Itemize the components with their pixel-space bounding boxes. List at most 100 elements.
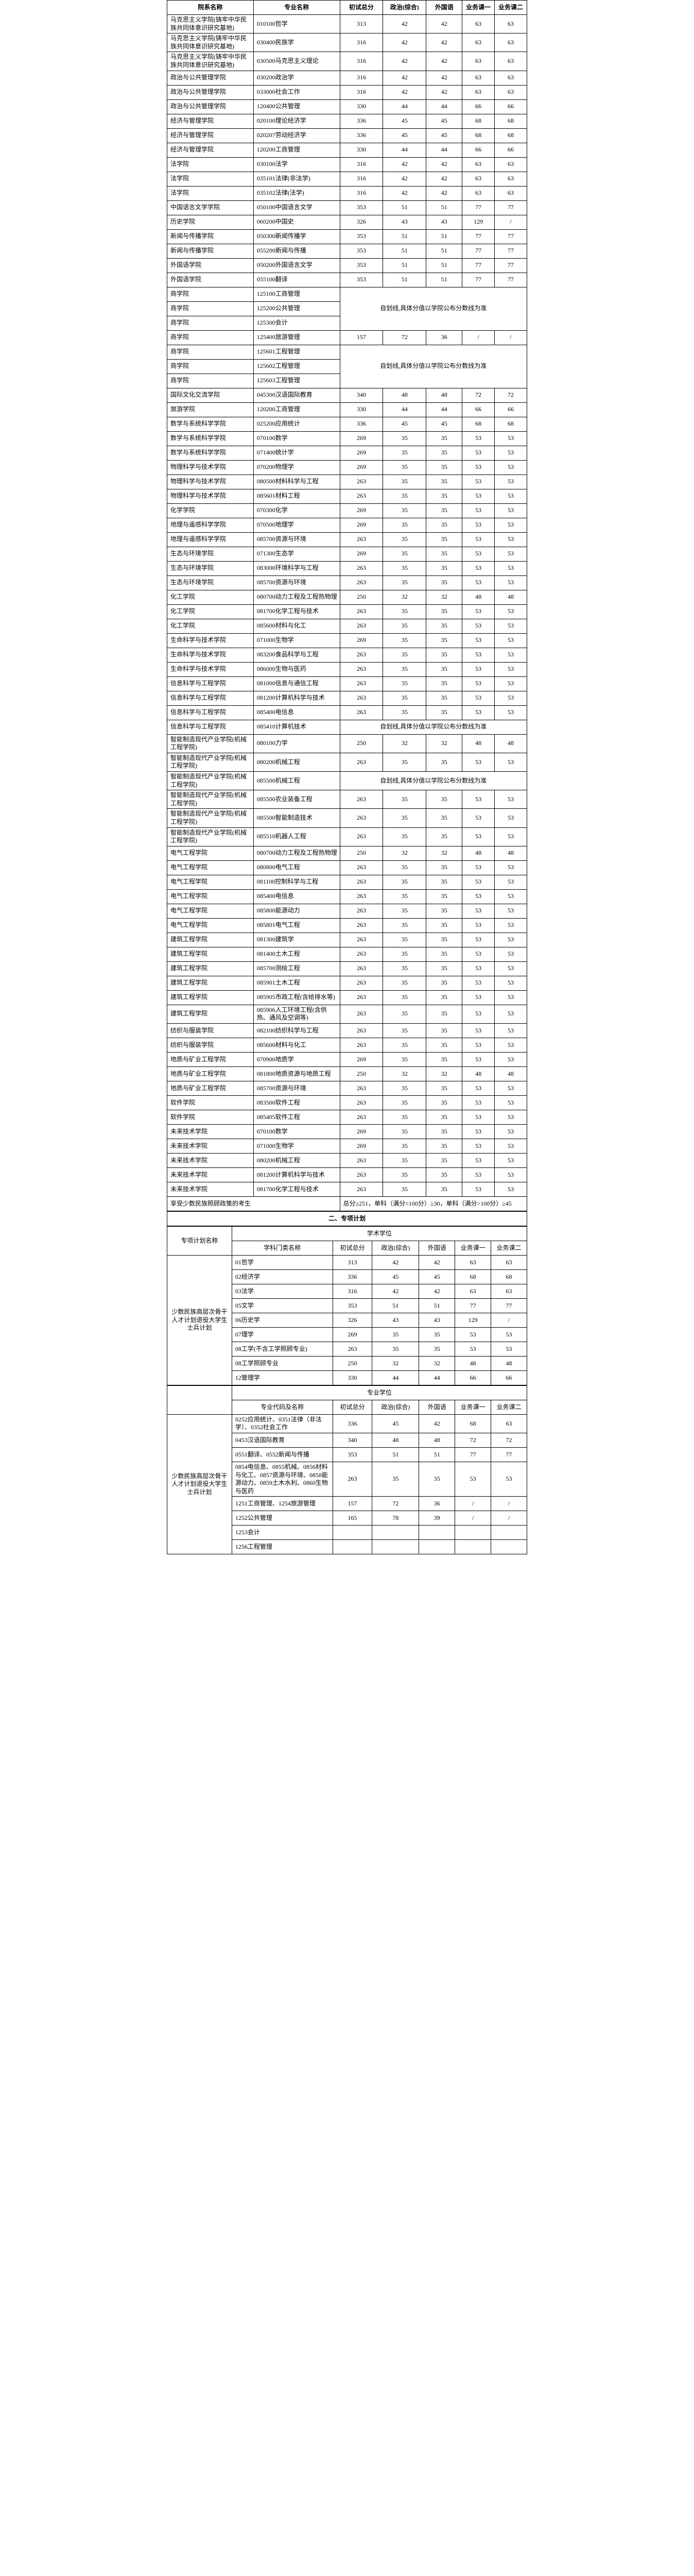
fl-cell: 48 (426, 388, 462, 402)
table-row: 外国语学院050200外国语言文学35351517777 (167, 258, 527, 273)
b2: 53 (491, 1327, 527, 1342)
dept-cell: 地质与矿业工程学院 (167, 1066, 254, 1081)
total-cell: 330 (340, 143, 383, 157)
b1-cell: 63 (462, 33, 495, 52)
total-cell: 250 (340, 846, 383, 860)
dept-cell: 物理科学与技术学院 (167, 489, 254, 503)
p (372, 1540, 419, 1554)
p: 42 (372, 1255, 419, 1269)
dept-cell: 数学与系统科学学院 (167, 431, 254, 446)
fl-cell: 32 (426, 734, 462, 753)
merged-note-cell: 自划线,具体分值以学院公布分数线为准 (340, 720, 527, 734)
b1: / (455, 1511, 491, 1526)
table-row: 电气工程学院081100控制科学与工程26335355353 (167, 875, 527, 889)
dept-cell: 未来技术学院 (167, 1167, 254, 1182)
b1-cell: 63 (462, 85, 495, 99)
t: 326 (333, 1313, 372, 1327)
t: 353 (333, 1298, 372, 1313)
b1-cell: 53 (462, 503, 495, 518)
major-cell: 045300汉语国际教育 (253, 388, 340, 402)
major-cell: 085600材料与化工 (253, 619, 340, 633)
b2: 48 (491, 1356, 527, 1370)
fl-cell: 43 (426, 215, 462, 229)
b1-cell: 129 (462, 215, 495, 229)
major-cell: 020100理论经济学 (253, 114, 340, 128)
t: 316 (333, 1284, 372, 1298)
table-row: 政治与公共管理学院030200政治学31642426363 (167, 71, 527, 85)
t-hdr: 初试总分 (333, 1241, 372, 1255)
pol-cell: 42 (383, 186, 426, 200)
fl-cell: 32 (426, 1066, 462, 1081)
t: 336 (333, 1414, 372, 1433)
table-row: 马克思主义学院(铸牢中华民族共同体意识研究基地)030400民族学3164242… (167, 33, 527, 52)
f: 35 (419, 1327, 455, 1342)
fl-cell: 44 (426, 99, 462, 114)
t-hdr2: 初试总分 (333, 1400, 372, 1414)
b1-cell: 68 (462, 114, 495, 128)
p: 32 (372, 1356, 419, 1370)
dept-cell: 法学院 (167, 172, 254, 186)
fl-cell: 35 (426, 474, 462, 489)
fl-cell: 51 (426, 229, 462, 244)
pol-cell: 48 (383, 388, 426, 402)
dept-cell: 信息科学与工程学院 (167, 676, 254, 691)
pol-cell: 44 (383, 99, 426, 114)
total-cell: 263 (340, 918, 383, 933)
total-cell: 263 (340, 827, 383, 846)
fl-cell: 35 (426, 1139, 462, 1153)
pol-cell: 35 (383, 753, 426, 771)
major-cell: 070900地质学 (253, 1052, 340, 1066)
b1-cell: 53 (462, 489, 495, 503)
total-cell: 269 (340, 547, 383, 561)
major-cell: 081000信息与通信工程 (253, 676, 340, 691)
table-row: 电气工程学院085801电气工程26335355353 (167, 918, 527, 933)
pol-cell: 35 (383, 1052, 426, 1066)
dept-cell: 生命科学与技术学院 (167, 648, 254, 662)
dept-cell: 智能制造现代产业学院(机械工程学院) (167, 790, 254, 809)
b1-cell: 63 (462, 186, 495, 200)
pol-cell: 45 (383, 128, 426, 143)
dept-cell: 法学院 (167, 157, 254, 172)
total-cell: 263 (340, 676, 383, 691)
pol-cell: 44 (383, 143, 426, 157)
major-cell: 085700资源与环境 (253, 575, 340, 590)
dept-cell: 马克思主义学院(铸牢中华民族共同体意识研究基地) (167, 33, 254, 52)
major-cell: 120400公共管理 (253, 99, 340, 114)
dept-cell: 经济与管理学院 (167, 128, 254, 143)
total-cell: 269 (340, 518, 383, 532)
b2-cell: 53 (495, 918, 527, 933)
fl-cell: 42 (426, 71, 462, 85)
major-cell: 030200政治学 (253, 71, 340, 85)
b2-cell: 53 (495, 809, 527, 827)
table-row: 地质与矿业工程学院085700资源与环境26335355353 (167, 1081, 527, 1095)
t: 330 (333, 1370, 372, 1385)
fl-cell: 35 (426, 1167, 462, 1182)
b1-cell: 48 (462, 1066, 495, 1081)
subj-hdr: 学科门类名称 (232, 1241, 333, 1255)
b2-cell: 77 (495, 244, 527, 258)
total-cell: 250 (340, 1066, 383, 1081)
table-row: 信息科学与工程学院081000信息与通信工程26335355353 (167, 676, 527, 691)
total-cell: 250 (340, 734, 383, 753)
b2-cell: 53 (495, 1038, 527, 1052)
major-cell: 1256工程管理 (232, 1540, 333, 1554)
table-row: 智能制造现代产业学院(机械工程学院)085500智能制造技术2633535535… (167, 809, 527, 827)
pol-cell: 51 (383, 200, 426, 215)
f: 42 (419, 1255, 455, 1269)
f (419, 1540, 455, 1554)
total-cell: 263 (340, 809, 383, 827)
p: 78 (372, 1511, 419, 1526)
b2-cell: 66 (495, 402, 527, 417)
b2: / (491, 1313, 527, 1327)
b1-cell: 66 (462, 99, 495, 114)
b1-cell: 48 (462, 590, 495, 604)
pol-cell: 44 (383, 402, 426, 417)
fl-cell: 51 (426, 258, 462, 273)
b2-cell: 53 (495, 676, 527, 691)
pol-cell: 42 (383, 52, 426, 71)
b2-cell: 53 (495, 1182, 527, 1196)
b1-cell: 53 (462, 1052, 495, 1066)
b2-cell: 53 (495, 561, 527, 575)
p-hdr2: 政治(综合) (372, 1400, 419, 1414)
subj-cell: 08工学(不含工学照顾专业) (232, 1342, 333, 1356)
